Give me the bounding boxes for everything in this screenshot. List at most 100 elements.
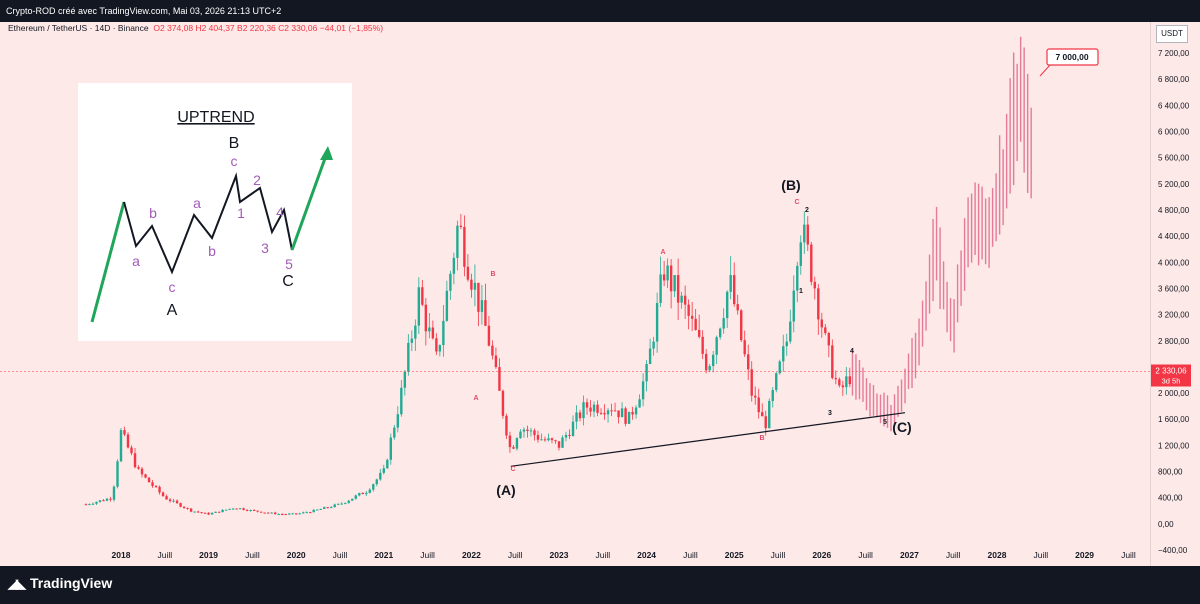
- candle-body: [480, 300, 484, 312]
- candle-body: [498, 367, 501, 391]
- candle-body: [256, 510, 259, 512]
- time-tick-label: 2028: [988, 550, 1007, 560]
- candle-body: [379, 472, 382, 480]
- time-tick-label: Juill: [508, 550, 523, 560]
- candle-body: [470, 279, 473, 290]
- candle-body: [799, 242, 802, 266]
- candle-body: [144, 474, 147, 478]
- candle-body: [123, 430, 126, 435]
- candle-body: [105, 498, 109, 501]
- price-axis[interactable]: [1150, 22, 1200, 566]
- candle-body: [196, 511, 200, 513]
- candle-body: [610, 410, 613, 412]
- candle-body: [428, 327, 431, 332]
- time-tick-label: 2020: [287, 550, 306, 560]
- candle-body: [785, 341, 788, 347]
- candle-body: [771, 390, 774, 401]
- candle-body: [407, 342, 410, 372]
- candle-body: [662, 274, 666, 281]
- candle-body: [333, 504, 336, 508]
- candle-body: [431, 327, 435, 339]
- price-tick-label: 6 000,00: [1158, 128, 1190, 137]
- time-tick-label: 2029: [1075, 550, 1094, 560]
- time-tick-label: Juill: [858, 550, 873, 560]
- candle-body: [606, 410, 610, 415]
- candle-body: [778, 361, 781, 374]
- candle-body: [599, 412, 603, 414]
- candle-body: [648, 348, 652, 365]
- target-box: [1046, 48, 1099, 66]
- candle-body: [491, 345, 494, 356]
- candle-body: [221, 509, 224, 513]
- candle-body: [680, 295, 683, 303]
- candle-body: [529, 430, 533, 432]
- candle-body: [718, 328, 722, 338]
- inset-wave-label: 3: [261, 240, 269, 256]
- candle-body: [337, 503, 340, 505]
- time-tick-label: 2025: [725, 550, 744, 560]
- candle-body: [298, 513, 301, 515]
- countdown-value: 3d 5h: [1162, 377, 1181, 386]
- price-tick-label: 0,00: [1158, 520, 1174, 529]
- candle-body: [270, 512, 273, 514]
- price-tick-label: 5 200,00: [1158, 180, 1190, 189]
- price-tick-label: 3 200,00: [1158, 311, 1190, 320]
- candle-body: [238, 508, 242, 510]
- candle-body: [561, 437, 564, 448]
- candle-body: [711, 354, 715, 367]
- candle-body: [687, 304, 690, 316]
- candle-body: [295, 513, 298, 515]
- inset-wave-label: 2: [253, 172, 261, 188]
- candle-body: [519, 431, 522, 439]
- wave-sublabel: 1: [799, 288, 803, 295]
- candle-body: [704, 353, 708, 371]
- candle-body: [575, 412, 578, 422]
- currency-button[interactable]: USDT: [1156, 25, 1188, 43]
- inset-wave-label: c: [231, 153, 238, 169]
- candle-body: [189, 508, 193, 512]
- time-tick-label: Juill: [771, 550, 786, 560]
- candle-body: [417, 287, 421, 326]
- candle-body: [252, 509, 256, 511]
- wave-label-C: (C): [892, 419, 911, 435]
- candle-body: [210, 512, 214, 515]
- candle-body: [463, 226, 466, 267]
- inset-arrow-in: [90, 201, 126, 323]
- candle-body: [669, 265, 673, 292]
- candle-body: [400, 387, 403, 415]
- inset-wave-label: C: [282, 273, 294, 290]
- candle-body: [659, 274, 662, 303]
- time-tick-label: Juill: [333, 550, 348, 560]
- candle-body: [273, 512, 277, 515]
- inset-wave-label: a: [132, 253, 140, 269]
- candle-body: [627, 411, 631, 424]
- candle-body: [130, 447, 133, 454]
- candle-body: [613, 410, 617, 412]
- candle-body: [754, 395, 757, 398]
- candle-body: [624, 408, 627, 424]
- candle-body: [347, 500, 350, 503]
- candle-body: [249, 509, 252, 511]
- candle-body: [403, 371, 407, 388]
- candle-body: [645, 364, 648, 382]
- candle-body: [466, 266, 470, 280]
- candle-body: [841, 385, 845, 388]
- candle-body: [414, 325, 417, 339]
- candle-body: [592, 404, 596, 412]
- price-tick-label: 5 600,00: [1158, 154, 1190, 163]
- candle-body: [126, 434, 130, 448]
- candle-body: [365, 492, 368, 495]
- inset-wave-label: b: [208, 243, 216, 259]
- time-tick-label: 2021: [374, 550, 393, 560]
- time-tick-label: 2018: [112, 550, 131, 560]
- candle-body: [533, 430, 536, 436]
- wave-sublabel: 4: [850, 348, 854, 355]
- candle-body: [743, 340, 746, 355]
- candle-body: [277, 514, 280, 516]
- candle-body: [102, 500, 105, 502]
- tradingview-logo-icon: ◢◣: [8, 576, 26, 591]
- time-tick-label: 2023: [550, 550, 569, 560]
- candle-body: [526, 429, 529, 431]
- time-tick-label: Juill: [420, 550, 435, 560]
